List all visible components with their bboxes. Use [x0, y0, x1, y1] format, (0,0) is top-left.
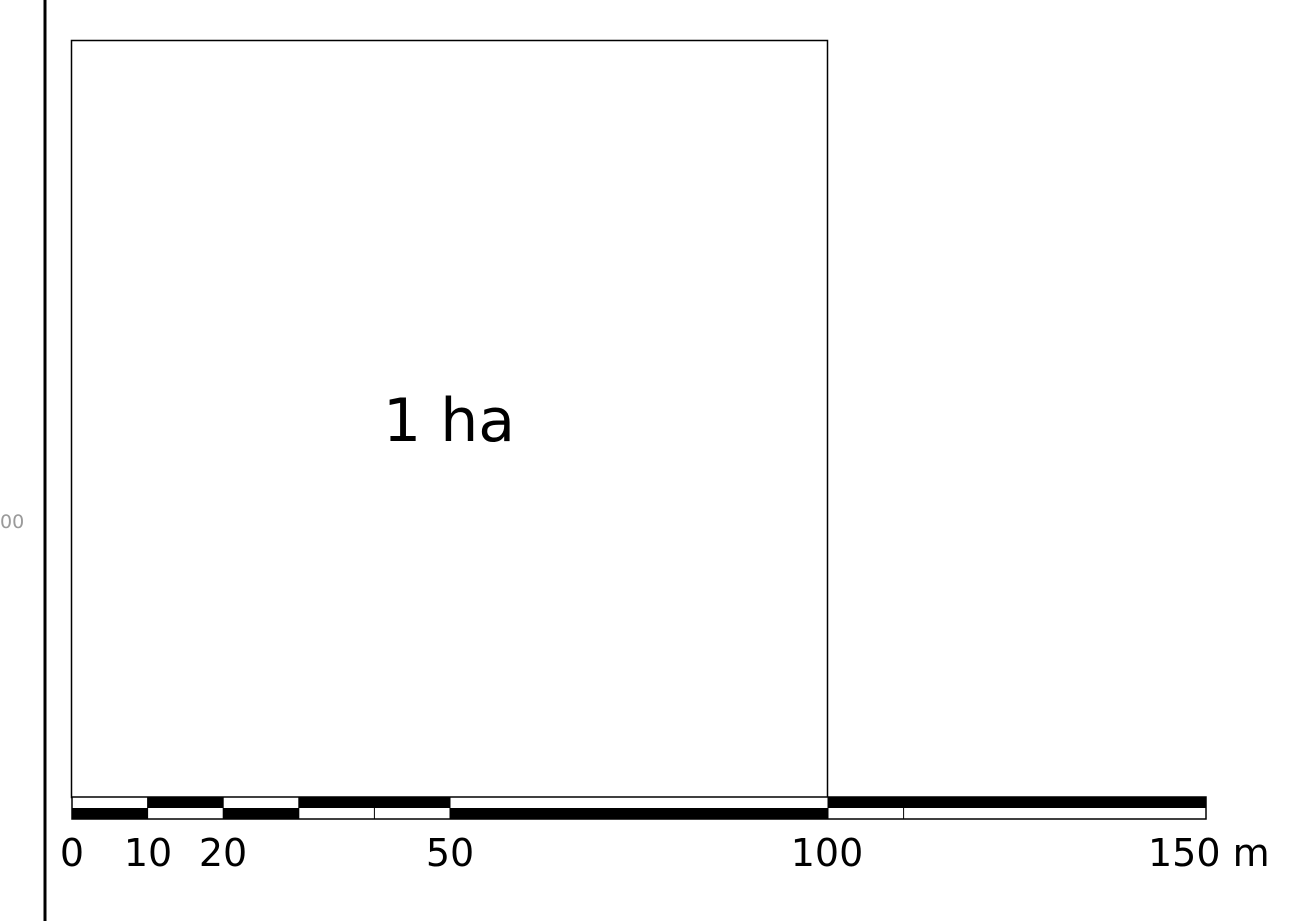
scale-segment-6-bottom [828, 808, 904, 819]
scale-segment-5-top [450, 797, 828, 808]
scale-tick-label-0: 0 [60, 831, 84, 875]
scale-tick-label-100: 100 [791, 831, 864, 875]
scale-segment-3-bottom [298, 808, 375, 819]
side-label: 00 [0, 511, 24, 533]
scale-tick-label-50: 50 [426, 831, 474, 875]
scale-segment-1-bottom [147, 808, 224, 819]
scale-segment-2-bottom [223, 808, 299, 819]
scale-segment-2-top [223, 797, 299, 808]
scale-segment-5-bottom [450, 808, 828, 819]
scale-segment-7-bottom [903, 808, 1206, 819]
scale-segment-7-top [903, 797, 1206, 808]
scale-segment-6-top [828, 797, 904, 808]
scale-bar-labels: 0 10 20 50 100 150 m [60, 831, 1270, 875]
scale-segment-1-top [147, 797, 224, 808]
scale-tick-label-10: 10 [124, 831, 172, 875]
scale-tick-label-20: 20 [199, 831, 247, 875]
area-label: 1 ha [383, 386, 515, 456]
scale-segment-4-top [374, 797, 450, 808]
scale-bar-outline [71, 796, 1207, 820]
scale-segment-0-bottom [72, 808, 148, 819]
scale-bar-segments [72, 797, 1206, 819]
scale-bar: 0 10 20 50 100 150 m [60, 796, 1270, 875]
scale-segment-3-top [298, 797, 375, 808]
scale-segment-4-bottom [374, 808, 450, 819]
scale-segment-0-top [72, 797, 148, 808]
scale-tick-label-150: 150 m [1148, 831, 1270, 875]
